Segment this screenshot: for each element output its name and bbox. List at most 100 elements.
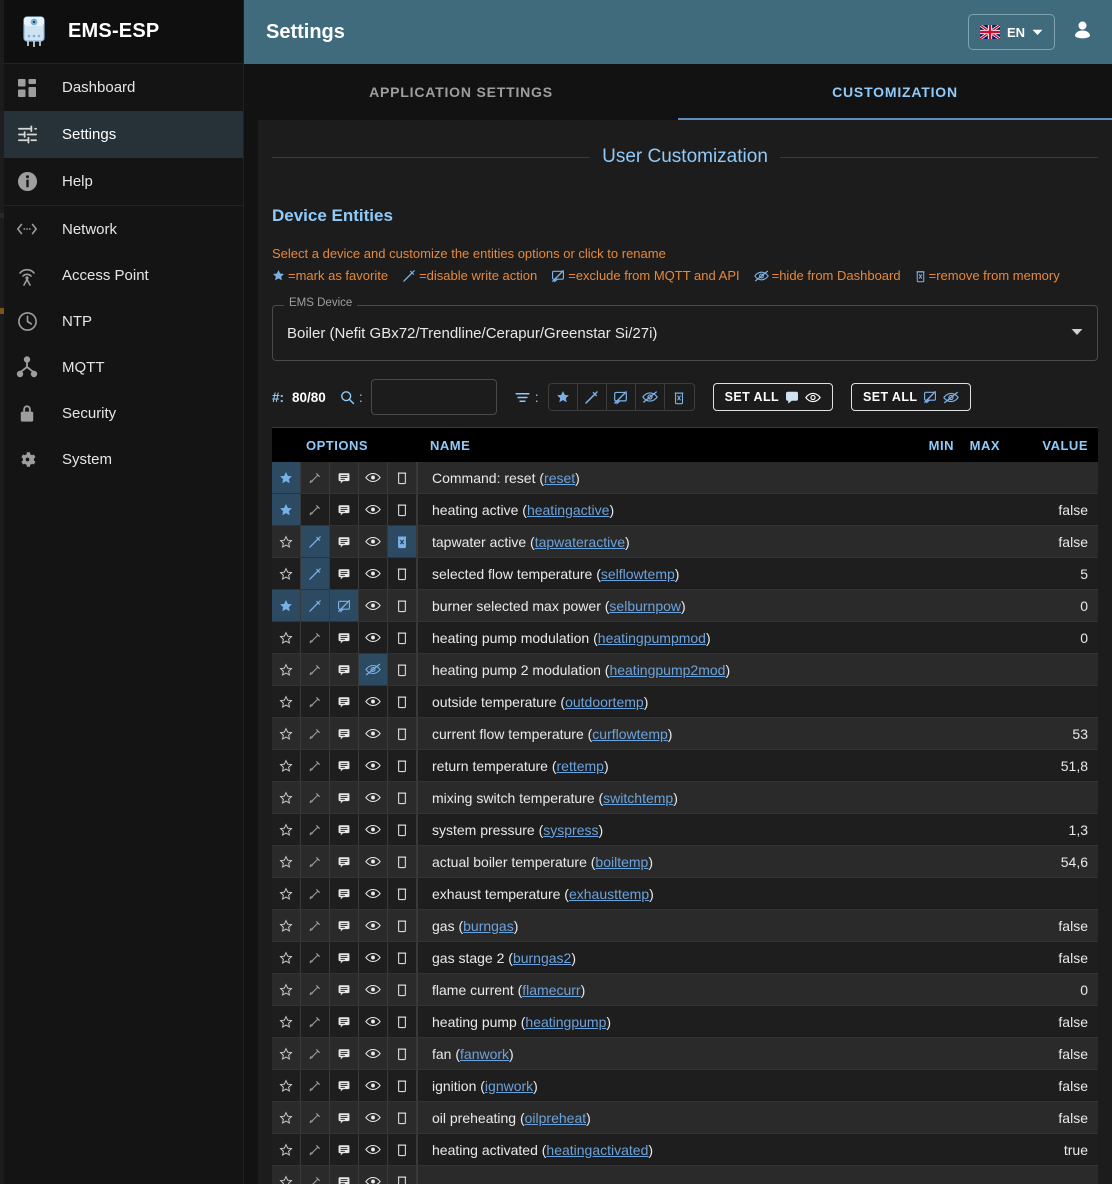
entity-name[interactable]: current flow temperature (curflowtemp) — [418, 718, 907, 749]
mqtt-toggle-icon[interactable] — [330, 622, 359, 653]
write-toggle-icon[interactable] — [301, 622, 330, 653]
sidebar-item-settings[interactable]: Settings — [0, 111, 243, 158]
entity-name[interactable]: exhaust temperature (exhausttemp) — [418, 878, 907, 909]
entity-name[interactable]: outside temperature (outdoortemp) — [418, 686, 907, 717]
mqtt-toggle-icon[interactable] — [330, 750, 359, 781]
mqtt-toggle-icon[interactable] — [330, 1166, 359, 1184]
entity-name[interactable]: oil preheating (oilpreheat) — [418, 1102, 907, 1133]
visibility-toggle-icon[interactable] — [359, 782, 388, 813]
favorite-toggle-icon[interactable] — [272, 846, 301, 877]
remove-toggle-icon[interactable] — [388, 1166, 417, 1184]
left-edge-scrollbar[interactable] — [0, 0, 4, 1184]
table-row[interactable]: exhaust temperature (exhausttemp) — [272, 878, 1098, 910]
table-row[interactable]: system pressure (syspress) 1,3 — [272, 814, 1098, 846]
visibility-toggle-icon[interactable] — [359, 942, 388, 973]
remove-toggle-icon[interactable] — [388, 878, 417, 909]
table-row[interactable]: heating pump 2 modulation (heatingpump2m… — [272, 654, 1098, 686]
favorite-toggle-icon[interactable] — [272, 462, 301, 493]
remove-toggle-icon[interactable] — [388, 462, 417, 493]
remove-toggle-icon[interactable] — [388, 494, 417, 525]
write-toggle-icon[interactable] — [301, 910, 330, 941]
write-toggle-icon[interactable] — [301, 814, 330, 845]
remove-toggle-icon[interactable] — [388, 1006, 417, 1037]
mqtt-toggle-icon[interactable] — [330, 526, 359, 557]
table-row[interactable]: outside temperature (outdoortemp) — [272, 686, 1098, 718]
remove-toggle-icon[interactable] — [388, 1102, 417, 1133]
visibility-toggle-icon[interactable] — [359, 878, 388, 909]
favorite-toggle-icon[interactable] — [272, 974, 301, 1005]
language-selector[interactable]: EN — [967, 14, 1055, 50]
table-row[interactable]: burner selected max power (selburnpow) 0 — [272, 590, 1098, 622]
table-row[interactable]: Command: reset (reset) — [272, 462, 1098, 494]
favorite-toggle-icon[interactable] — [272, 526, 301, 557]
favorite-toggle-icon[interactable] — [272, 1134, 301, 1165]
remove-toggle-icon[interactable] — [388, 942, 417, 973]
remove-toggle-icon[interactable] — [388, 526, 417, 557]
filter-toggle-hidden[interactable] — [636, 384, 665, 410]
visibility-toggle-icon[interactable] — [359, 622, 388, 653]
remove-toggle-icon[interactable] — [388, 846, 417, 877]
write-toggle-icon[interactable] — [301, 494, 330, 525]
visibility-toggle-icon[interactable] — [359, 718, 388, 749]
sidebar-item-mqtt[interactable]: MQTT — [0, 344, 243, 390]
entity-name[interactable]: return temperature (rettemp) — [418, 750, 907, 781]
sidebar-item-network[interactable]: Network — [0, 206, 243, 252]
favorite-toggle-icon[interactable] — [272, 942, 301, 973]
write-toggle-icon[interactable] — [301, 462, 330, 493]
tab-customization[interactable]: Customization — [678, 64, 1112, 120]
tab-application-settings[interactable]: Application Settings — [369, 84, 553, 100]
mqtt-toggle-icon[interactable] — [330, 590, 359, 621]
visibility-toggle-icon[interactable] — [359, 750, 388, 781]
write-toggle-icon[interactable] — [301, 782, 330, 813]
favorite-toggle-icon[interactable] — [272, 1102, 301, 1133]
mqtt-toggle-icon[interactable] — [330, 1070, 359, 1101]
remove-toggle-icon[interactable] — [388, 750, 417, 781]
table-row[interactable]: gas (burngas) false — [272, 910, 1098, 942]
filter-toggle-nowrite[interactable] — [578, 384, 607, 410]
write-toggle-icon[interactable] — [301, 750, 330, 781]
table-row[interactable]: return temperature (rettemp) 51,8 — [272, 750, 1098, 782]
visibility-toggle-icon[interactable] — [359, 686, 388, 717]
table-row[interactable] — [272, 1166, 1098, 1184]
favorite-toggle-icon[interactable] — [272, 558, 301, 589]
write-toggle-icon[interactable] — [301, 878, 330, 909]
mqtt-toggle-icon[interactable] — [330, 1038, 359, 1069]
visibility-toggle-icon[interactable] — [359, 558, 388, 589]
favorite-toggle-icon[interactable] — [272, 1166, 301, 1184]
mqtt-toggle-icon[interactable] — [330, 462, 359, 493]
visibility-toggle-icon[interactable] — [359, 974, 388, 1005]
entity-name[interactable]: heating pump modulation (heatingpumpmod) — [418, 622, 907, 653]
write-toggle-icon[interactable] — [301, 1102, 330, 1133]
favorite-toggle-icon[interactable] — [272, 1006, 301, 1037]
mqtt-toggle-icon[interactable] — [330, 910, 359, 941]
mqtt-toggle-icon[interactable] — [330, 942, 359, 973]
favorite-toggle-icon[interactable] — [272, 590, 301, 621]
table-row[interactable]: heating activated (heatingactivated) true — [272, 1134, 1098, 1166]
mqtt-toggle-icon[interactable] — [330, 1134, 359, 1165]
visibility-toggle-icon[interactable] — [359, 654, 388, 685]
entity-name[interactable]: heating pump 2 modulation (heatingpump2m… — [418, 654, 907, 685]
mqtt-toggle-icon[interactable] — [330, 1102, 359, 1133]
remove-toggle-icon[interactable] — [388, 558, 417, 589]
account-circle-icon[interactable] — [1069, 16, 1096, 48]
write-toggle-icon[interactable] — [301, 1166, 330, 1184]
entity-name[interactable]: system pressure (syspress) — [418, 814, 907, 845]
remove-toggle-icon[interactable] — [388, 1038, 417, 1069]
write-toggle-icon[interactable] — [301, 846, 330, 877]
entity-name[interactable]: actual boiler temperature (boiltemp) — [418, 846, 907, 877]
favorite-toggle-icon[interactable] — [272, 622, 301, 653]
visibility-toggle-icon[interactable] — [359, 814, 388, 845]
visibility-toggle-icon[interactable] — [359, 1134, 388, 1165]
remove-toggle-icon[interactable] — [388, 1134, 417, 1165]
remove-toggle-icon[interactable] — [388, 622, 417, 653]
table-row[interactable]: heating active (heatingactive) false — [272, 494, 1098, 526]
favorite-toggle-icon[interactable] — [272, 494, 301, 525]
sidebar-item-help[interactable]: Help — [0, 158, 243, 205]
filter-toggle-deleted[interactable] — [665, 384, 694, 410]
entity-name[interactable] — [418, 1166, 907, 1184]
mqtt-toggle-icon[interactable] — [330, 686, 359, 717]
write-toggle-icon[interactable] — [301, 526, 330, 557]
entity-name[interactable]: heating active (heatingactive) — [418, 494, 907, 525]
write-toggle-icon[interactable] — [301, 1134, 330, 1165]
write-toggle-icon[interactable] — [301, 942, 330, 973]
